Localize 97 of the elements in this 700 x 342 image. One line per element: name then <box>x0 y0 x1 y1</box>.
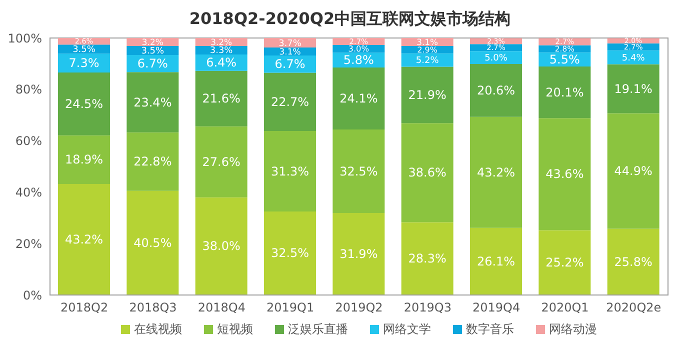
bar <box>58 54 110 72</box>
data-label: 25.2% <box>546 256 584 270</box>
x-tick-label: 2018Q2 <box>60 300 108 315</box>
y-tick-label: 20% <box>15 236 42 251</box>
bar <box>470 228 522 295</box>
bar <box>401 53 454 67</box>
bar <box>538 118 591 230</box>
bar <box>470 64 522 117</box>
data-label: 22.8% <box>134 154 172 169</box>
bar <box>126 132 179 191</box>
bar <box>538 230 591 295</box>
bar <box>264 72 316 132</box>
y-tick-label: 100% <box>8 31 42 46</box>
data-label: 3.0% <box>348 44 370 54</box>
y-tick-label: 40% <box>15 185 42 200</box>
legend-label: 短视频 <box>217 321 253 338</box>
y-tick-label: 60% <box>15 134 42 148</box>
bar <box>470 51 522 64</box>
data-label: 6.7% <box>137 56 168 71</box>
data-label: 44.9% <box>614 164 652 178</box>
data-label: 21.6% <box>202 92 240 106</box>
data-label: 38.6% <box>408 166 446 180</box>
data-label: 3.3% <box>210 46 234 56</box>
bar <box>470 116 522 228</box>
bar <box>264 211 316 295</box>
bar <box>58 72 110 136</box>
chart-title: 2018Q2-2020Q2中国互联网文娱市场结构 <box>188 8 512 30</box>
legend-label: 在线视频 <box>134 321 182 338</box>
y-tick-label: 0% <box>22 288 42 302</box>
data-label: 7.3% <box>68 56 100 70</box>
data-label: 19.1% <box>614 82 652 96</box>
data-label: 32.5% <box>270 246 310 260</box>
data-label: 6.7% <box>274 57 306 72</box>
bar <box>401 66 454 124</box>
bar <box>195 197 248 295</box>
legend-label: 网络动漫 <box>549 321 597 338</box>
data-label: 31.3% <box>270 164 310 178</box>
data-label: 25.8% <box>614 254 652 269</box>
data-label: 38.0% <box>202 239 240 254</box>
bar <box>58 184 110 295</box>
legend-label: 泛娱乐直播 <box>288 321 348 338</box>
data-label: 5.4% <box>622 53 646 64</box>
data-label: 31.9% <box>340 247 378 262</box>
x-tick-label: 2019Q3 <box>404 300 452 315</box>
data-label: 3.5% <box>72 45 96 56</box>
data-label: 21.9% <box>408 88 446 102</box>
x-tick-label: 2018Q4 <box>198 300 246 315</box>
x-tick-label: 2019Q4 <box>472 300 520 315</box>
data-label: 28.3% <box>408 252 446 266</box>
data-label: 43.2% <box>476 165 516 180</box>
data-label: 6.4% <box>206 56 237 70</box>
bar <box>195 70 248 126</box>
bar <box>332 68 385 130</box>
data-label: 18.9% <box>64 152 104 167</box>
data-label: 3.7% <box>278 38 302 49</box>
data-label: 5.0% <box>484 54 508 64</box>
bar <box>332 213 385 295</box>
y-tick-label: 80% <box>15 82 42 97</box>
bar <box>607 64 660 114</box>
bar <box>195 126 248 198</box>
data-label: 3.2% <box>210 36 232 47</box>
bar <box>58 135 110 184</box>
bar <box>401 222 454 295</box>
data-label: 43.2% <box>64 232 104 246</box>
data-label: 5.2% <box>416 56 440 66</box>
bar <box>607 228 660 295</box>
bar <box>332 129 385 214</box>
data-label: 3.1% <box>279 46 301 56</box>
x-tick-label: 2019Q1 <box>266 300 314 315</box>
bar <box>126 72 179 132</box>
bar <box>126 190 179 295</box>
x-tick-label: 2019Q2 <box>335 300 383 315</box>
bar <box>607 113 660 229</box>
data-label: 23.4% <box>134 95 172 110</box>
data-label: 5.5% <box>549 52 580 66</box>
data-label: 26.1% <box>476 254 516 268</box>
data-label: 40.5% <box>134 236 172 250</box>
data-label: 24.1% <box>340 92 378 106</box>
data-label: 43.6% <box>546 167 584 182</box>
data-label: 20.6% <box>476 83 516 98</box>
data-label: 5.8% <box>343 53 374 68</box>
data-label: 32.5% <box>340 164 378 178</box>
legend-label: 网络文学 <box>383 321 431 338</box>
data-label: 3.5% <box>141 46 165 56</box>
x-tick-label: 2018Q3 <box>129 300 177 315</box>
data-label: 3.2% <box>142 36 164 47</box>
data-label: 22.7% <box>270 94 310 109</box>
x-tick-label: 2020Q2e <box>606 300 662 315</box>
data-label: 27.6% <box>202 154 240 169</box>
bar <box>538 66 591 118</box>
x-tick-label: 2020Q1 <box>541 300 589 315</box>
data-label: 3.1% <box>416 36 438 47</box>
bar <box>264 131 316 212</box>
data-label: 20.1% <box>546 85 584 100</box>
bar <box>401 123 454 222</box>
data-label: 24.5% <box>64 96 104 111</box>
legend-label: 数字音乐 <box>466 321 514 338</box>
